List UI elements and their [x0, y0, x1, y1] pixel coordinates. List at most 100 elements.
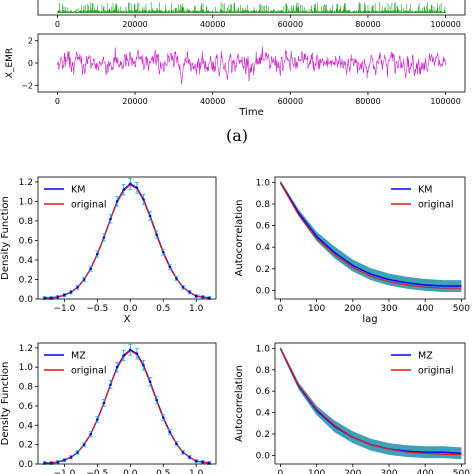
x-tick-label: 300 — [380, 304, 397, 314]
confidence-band — [280, 180, 462, 292]
series-line-original — [44, 184, 210, 299]
data-point — [56, 460, 60, 464]
legend-label: KM — [71, 185, 85, 196]
autocorrelation-panel-mz: 0 100 200 300 400 500 0.0 0.2 0.4 0.6 0.8 1.0 Autoco… — [234, 342, 470, 474]
y-axis-label: Autocorrelation — [234, 200, 245, 277]
y-tick-label: 0.4 — [256, 243, 271, 253]
series-line-original — [279, 182, 462, 289]
legend-label: KM — [418, 185, 432, 196]
x-tick-label: 40000 — [200, 97, 225, 106]
data-point — [168, 265, 172, 269]
y-tick-label: 0.8 — [256, 366, 271, 376]
data-point — [82, 443, 86, 446]
data-point — [135, 352, 139, 355]
series-line-km — [44, 182, 210, 299]
data-point — [69, 290, 73, 294]
x-tick-label: 80000 — [355, 97, 380, 106]
time-series-lower-panel: −2 0 2 0 20000 40000 60000 80000 100000 X_EMR Time — [5, 33, 466, 118]
data-point — [201, 295, 205, 299]
x-tick-label: −1.0 — [53, 304, 75, 314]
y-axis-label: Density Function — [0, 362, 11, 446]
data-point — [76, 451, 79, 454]
data-point — [115, 200, 119, 203]
legend-label: original — [418, 200, 454, 211]
data-point — [96, 252, 99, 256]
data-point — [188, 290, 191, 294]
x-tick-label: 300 — [380, 469, 397, 474]
y-tick-label: 0.2 — [19, 441, 33, 451]
x-axis-label: X — [124, 314, 131, 325]
axes-frame — [37, 342, 217, 465]
y-tick-label: 0.4 — [19, 256, 34, 266]
x-axis-label: Time — [238, 107, 263, 118]
data-point — [102, 236, 106, 239]
y-tick-label: 0.0 — [256, 286, 271, 296]
x-tick-label: 0 — [278, 304, 284, 314]
series-line-original — [44, 349, 210, 464]
x-tick-label: 0.0 — [123, 469, 138, 474]
x-tick-label: 80000 — [355, 20, 380, 29]
data-point — [82, 278, 86, 281]
x-tick-label: 400 — [417, 469, 434, 474]
x-tick-label: −0.5 — [86, 469, 108, 474]
data-point — [148, 380, 152, 384]
time-series-upper-panel: 0 20000 40000 60000 80000 100000 — [37, 0, 466, 29]
y-tick-label: 0.2 — [256, 430, 270, 440]
x-tick-label: −0.5 — [86, 304, 108, 314]
x-axis-label: lag — [362, 314, 377, 325]
autocorrelation-panel-km: 0 100 200 300 400 500 0.0 0.2 0.4 0.6 0.8 1.0 lag Aut… — [234, 176, 470, 325]
data-point — [142, 363, 145, 367]
legend-label: original — [71, 366, 107, 377]
y-tick-label: 1.0 — [256, 344, 271, 354]
y-tick-label: 0.8 — [19, 383, 34, 393]
data-point — [142, 198, 145, 201]
y-tick-label: 0 — [28, 59, 33, 68]
data-point — [181, 451, 185, 454]
y-axis-label: Autocorrelation — [234, 365, 245, 442]
data-point — [122, 188, 126, 191]
data-point — [69, 455, 73, 459]
data-point — [175, 277, 178, 280]
data-point — [194, 294, 198, 298]
y-tick-label: 2 — [28, 37, 33, 46]
data-point — [135, 186, 139, 190]
data-point — [155, 233, 158, 236]
x-tick-label: 20000 — [122, 97, 147, 106]
data-point — [175, 442, 178, 445]
y-tick-label: 1.0 — [256, 178, 271, 188]
data-point — [161, 416, 165, 419]
y-tick-label: 0.6 — [19, 402, 34, 412]
data-point — [109, 383, 112, 386]
y-tick-label: 0.0 — [256, 451, 271, 461]
legend-label: original — [71, 200, 107, 211]
x-tick-label: 1.0 — [189, 469, 204, 474]
data-point — [89, 267, 93, 271]
data-point — [63, 293, 66, 297]
x-tick-label: −1.0 — [53, 469, 75, 474]
y-tick-label: 0.0 — [19, 295, 34, 305]
data-point — [76, 285, 79, 289]
x-tick-label: 0 — [278, 469, 284, 474]
y-tick-label: 0.2 — [256, 265, 270, 275]
y-tick-label: 1.0 — [19, 363, 34, 373]
x-tick-label: 100000 — [430, 97, 461, 106]
y-tick-label: 0.8 — [19, 217, 34, 227]
axes-frame — [274, 176, 466, 300]
data-point — [148, 214, 152, 218]
data-point — [89, 432, 93, 436]
legend-label: MZ — [71, 351, 86, 362]
series-line-x-emr — [57, 46, 446, 85]
confidence-band — [280, 346, 462, 460]
x-tick-label: 0 — [55, 97, 60, 106]
data-point — [109, 217, 112, 221]
data-point — [201, 460, 205, 464]
y-tick-label: 0.6 — [19, 236, 34, 246]
x-tick-label: 1.0 — [189, 304, 204, 314]
x-tick-label: 200 — [344, 304, 361, 314]
axes-frame — [274, 342, 466, 465]
data-point — [161, 250, 165, 254]
y-tick-label: 1.2 — [19, 178, 33, 188]
x-tick-label: 400 — [417, 304, 434, 314]
data-point — [155, 398, 158, 402]
